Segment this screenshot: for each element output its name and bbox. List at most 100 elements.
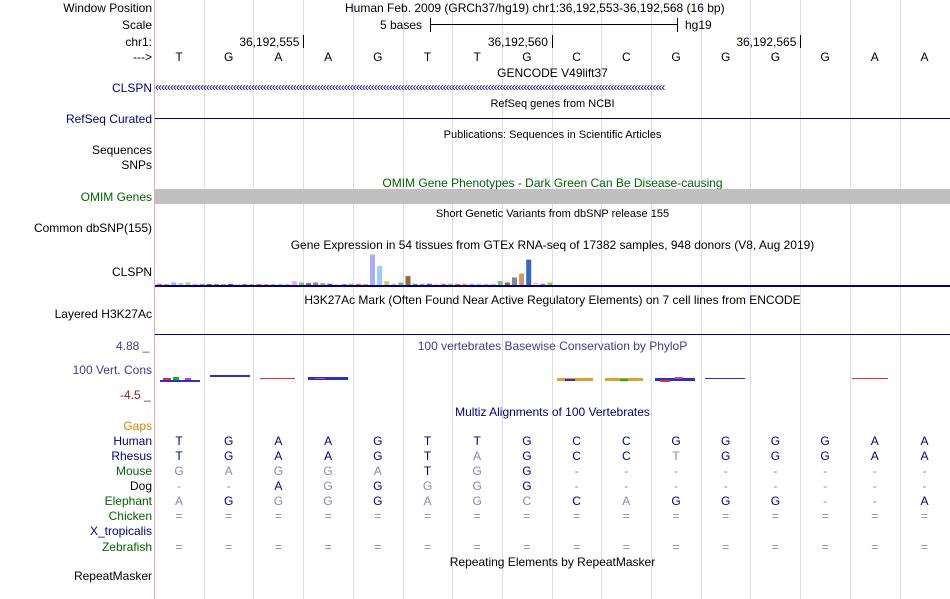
omim-feature-bar[interactable] <box>155 189 950 204</box>
cons-mark-4 <box>308 377 348 380</box>
gtex-tissue-bar[interactable] <box>370 254 375 285</box>
gtex-tissue-bar[interactable] <box>256 284 262 285</box>
cons-mark-7 <box>655 377 695 382</box>
gtex-tissue-bar[interactable] <box>228 284 233 285</box>
multiz-species-label[interactable]: X_tropicalis <box>89 524 152 538</box>
gtex-tissue-bar[interactable] <box>433 283 439 285</box>
gtex-tissue-bar[interactable] <box>334 284 340 285</box>
gtex-tissue-bar[interactable] <box>362 284 368 285</box>
dbsnp-track-label[interactable]: Common dbSNP(155) <box>33 221 152 235</box>
gtex-tissue-bar[interactable] <box>391 283 397 285</box>
gtex-tissue-bar[interactable] <box>348 283 354 285</box>
multiz-gaps-label[interactable]: Gaps <box>123 419 152 433</box>
multiz-base: - <box>872 494 877 508</box>
multiz-base: G <box>174 464 184 478</box>
gtex-tissue-bar[interactable] <box>483 283 489 285</box>
gtex-tissue-bar[interactable] <box>320 283 326 285</box>
omim-track-label[interactable]: OMIM Genes <box>80 190 152 204</box>
gtex-tissue-bar[interactable] <box>426 283 432 285</box>
gtex-tissue-bar[interactable] <box>412 283 418 285</box>
base-gridline <box>452 0 454 599</box>
gtex-tissue-bar[interactable] <box>306 283 312 285</box>
gtex-tissue-bar[interactable] <box>469 283 475 285</box>
multiz-base: = <box>225 509 233 523</box>
multiz-species-label[interactable]: Human <box>113 434 152 448</box>
gtex-tissue-bar[interactable] <box>327 283 333 285</box>
base-gridline <box>303 0 305 599</box>
gencode-gene-feature[interactable]: ‹‹‹‹‹‹‹‹‹‹‹‹‹‹‹‹‹‹‹‹‹‹‹‹‹‹‹‹‹‹‹‹‹‹‹‹‹‹‹‹… <box>155 80 665 94</box>
gtex-tissue-bar[interactable] <box>519 273 525 285</box>
gtex-tissue-bar[interactable] <box>540 283 546 285</box>
gtex-tissue-bar[interactable] <box>398 282 404 285</box>
gtex-tissue-bar[interactable] <box>497 281 503 285</box>
multiz-species-label[interactable]: Mouse <box>115 464 152 478</box>
gtex-tissue-bar[interactable] <box>476 283 482 285</box>
gtex-tissue-bar[interactable] <box>235 284 241 285</box>
gtex-tissue-bar[interactable] <box>384 281 390 285</box>
multiz-base: - <box>922 464 927 478</box>
gtex-tissue-bar[interactable] <box>157 283 162 285</box>
gtex-tissue-bar[interactable] <box>291 281 297 285</box>
multiz-base: = <box>920 540 928 554</box>
gtex-tissue-bar[interactable] <box>199 283 205 285</box>
gtex-tissue-bar[interactable] <box>185 282 191 285</box>
publications-snps-label[interactable]: SNPs <box>121 158 152 172</box>
gtex-tissue-bar[interactable] <box>220 284 226 285</box>
scale-value: 5 bases <box>380 18 423 32</box>
gtex-tissue-bar[interactable] <box>171 282 177 285</box>
gtex-tissue-bar[interactable] <box>206 284 212 285</box>
gtex-tissue-bar[interactable] <box>405 276 411 285</box>
gtex-tissue-bar[interactable] <box>313 282 319 285</box>
cons-wiggle[interactable] <box>155 370 950 390</box>
multiz-base: = <box>274 540 282 554</box>
window-position-value[interactable]: Human Feb. 2009 (GRCh37/hg19) chr1:36,19… <box>345 1 725 15</box>
gtex-tissue-bar[interactable] <box>526 259 532 285</box>
multiz-species-label[interactable]: Elephant <box>104 494 152 508</box>
repeatmasker-track-label[interactable]: RepeatMasker <box>73 569 152 583</box>
gtex-tissue-bar[interactable] <box>504 282 510 285</box>
gtex-tissue-bar[interactable] <box>242 284 248 285</box>
multiz-base: A <box>373 464 382 478</box>
gtex-tissue-bar[interactable] <box>270 284 276 285</box>
gtex-tissue-bar[interactable] <box>213 284 219 285</box>
gtex-tissue-bar[interactable] <box>263 284 269 285</box>
gtex-tissue-bar[interactable] <box>341 284 347 285</box>
multiz-species-label[interactable]: Rhesus <box>111 449 152 463</box>
gtex-tissue-bar[interactable] <box>462 283 468 285</box>
gtex-tissue-bar[interactable] <box>441 283 446 285</box>
multiz-base: A <box>870 434 879 448</box>
multiz-base: G <box>373 434 383 448</box>
gtex-tissue-bar[interactable] <box>533 282 539 285</box>
publications-sequences-label[interactable]: Sequences <box>91 143 152 157</box>
multiz-base: G <box>522 449 532 463</box>
gtex-tissue-bar[interactable] <box>164 284 170 285</box>
gtex-tissue-bar[interactable] <box>512 277 517 285</box>
gtex-tissue-bar[interactable] <box>299 282 304 285</box>
gtex-tissue-bar[interactable] <box>178 283 184 285</box>
refseq-track-label[interactable]: RefSeq Curated <box>65 112 152 126</box>
gtex-tissue-bar[interactable] <box>284 284 290 285</box>
gtex-track-label[interactable]: CLSPN <box>111 265 152 279</box>
multiz-base: T <box>175 449 183 463</box>
gtex-tissue-bar[interactable] <box>419 283 425 285</box>
multiz-species-label[interactable]: Dog <box>129 479 152 493</box>
gtex-tissue-bar[interactable] <box>455 283 461 285</box>
gtex-tissue-bar[interactable] <box>547 282 553 285</box>
gencode-track-label[interactable]: CLSPN <box>111 81 152 95</box>
refseq-gene-feature[interactable] <box>155 118 950 119</box>
multiz-species-label[interactable]: Chicken <box>108 509 152 523</box>
multiz-base: G <box>820 449 830 463</box>
gtex-tissue-bar[interactable] <box>490 283 496 285</box>
gtex-tissue-bar[interactable] <box>249 284 255 285</box>
multiz-base: G <box>323 464 333 478</box>
gtex-tissue-bar[interactable] <box>277 284 283 285</box>
gtex-expression-chart[interactable] <box>155 252 950 288</box>
gtex-tissue-bar[interactable] <box>355 283 361 285</box>
multiz-species-label[interactable]: Zebrafish <box>101 540 152 554</box>
multiz-base: G <box>472 494 482 508</box>
gtex-tissue-bar[interactable] <box>192 283 198 285</box>
cons-track-label[interactable]: 100 Vert. Cons <box>72 363 152 377</box>
gtex-tissue-bar[interactable] <box>377 265 383 285</box>
h3k27ac-track-label[interactable]: Layered H3K27Ac <box>54 307 152 321</box>
gtex-tissue-bar[interactable] <box>448 283 454 285</box>
